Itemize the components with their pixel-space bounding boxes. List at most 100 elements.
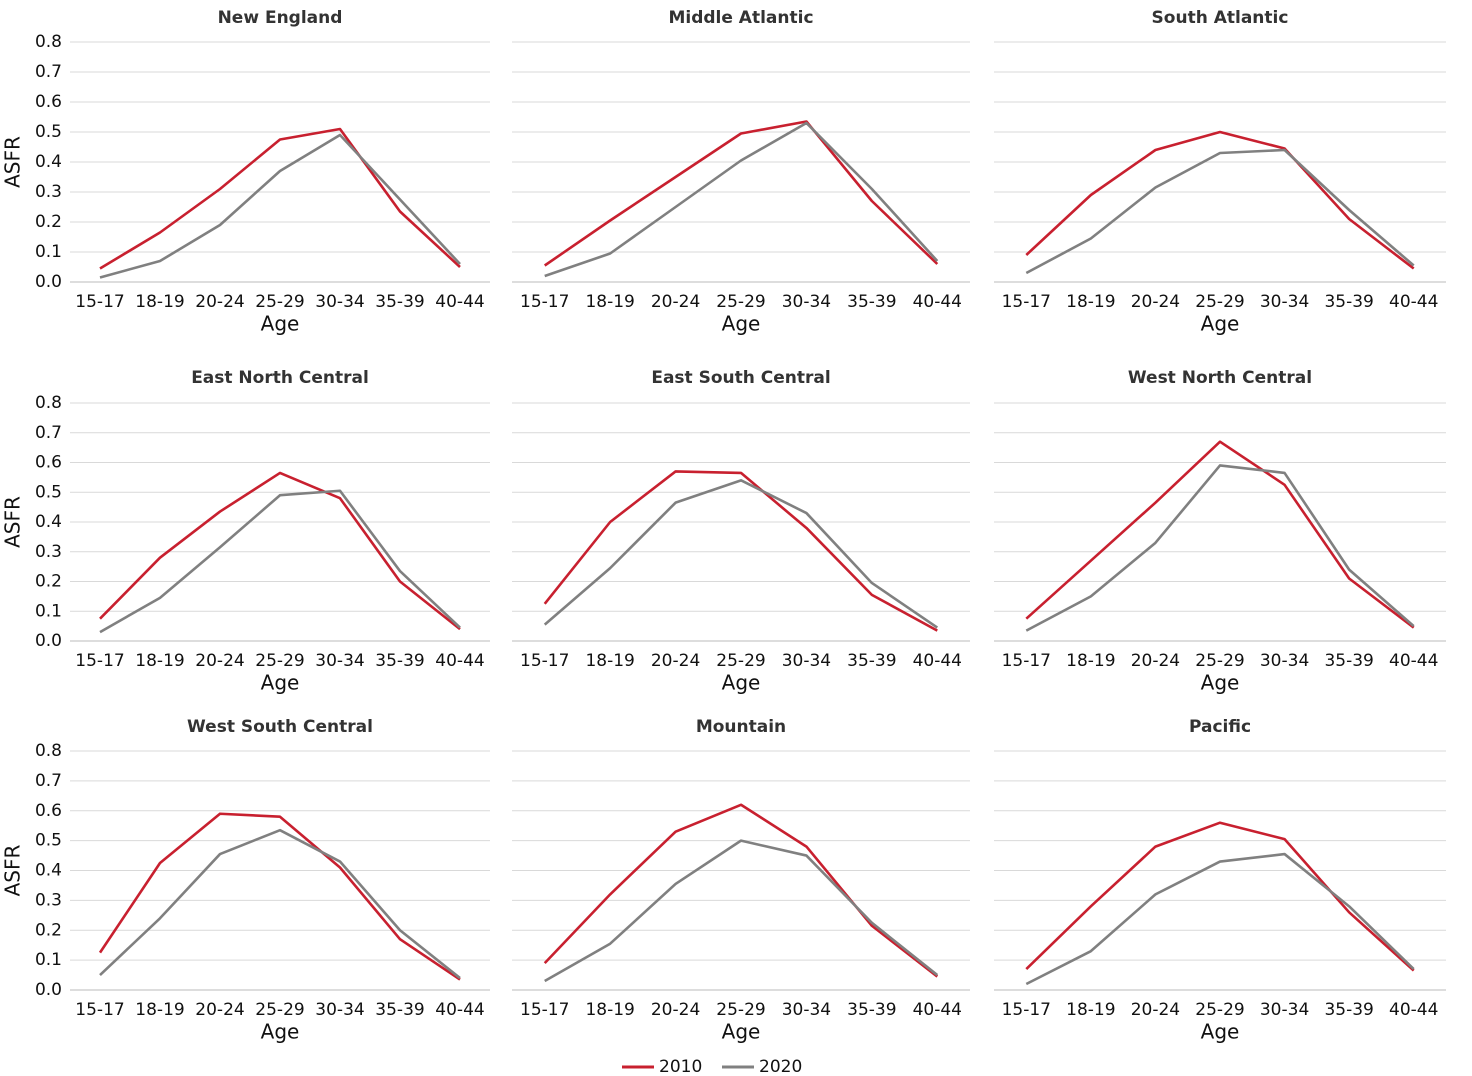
x-tick-label: 25-29 xyxy=(716,292,765,312)
x-tick-label: 35-39 xyxy=(375,292,424,312)
x-tick-label: 30-34 xyxy=(315,651,364,671)
y-tick-label: 0.6 xyxy=(35,92,62,112)
series-line xyxy=(99,471,461,631)
series-line xyxy=(1025,464,1415,632)
y-tick-label: 0.4 xyxy=(35,152,62,172)
x-tick-label: 35-39 xyxy=(1324,1000,1373,1020)
x-axis-label: Age xyxy=(1201,671,1240,695)
chart-title: East South Central xyxy=(651,368,830,388)
x-tick-label: 35-39 xyxy=(375,651,424,671)
x-tick-label: 40-44 xyxy=(435,1000,484,1020)
series-line xyxy=(1025,148,1415,275)
x-tick-label: 30-34 xyxy=(1260,292,1309,312)
series-line xyxy=(99,828,461,980)
x-tick-label: 20-24 xyxy=(651,651,700,671)
x-tick-label: 15-17 xyxy=(520,1000,569,1020)
x-tick-label: 25-29 xyxy=(1195,1000,1244,1020)
series-line xyxy=(544,121,939,278)
y-tick-label: 0.0 xyxy=(35,980,62,1000)
y-tick-label: 0.6 xyxy=(35,801,62,821)
y-tick-label: 0.1 xyxy=(35,242,62,262)
x-tick-label: 30-34 xyxy=(1260,1000,1309,1020)
x-tick-label: 18-19 xyxy=(135,292,184,312)
x-axis-label: Age xyxy=(261,312,300,336)
x-tick-label: 30-34 xyxy=(782,651,831,671)
x-tick-label: 40-44 xyxy=(913,651,962,671)
x-tick-label: 40-44 xyxy=(913,1000,962,1020)
chart-title: South Atlantic xyxy=(1152,8,1289,28)
series-line xyxy=(543,470,938,632)
y-tick-label: 0.7 xyxy=(35,771,62,791)
series-line xyxy=(543,479,939,629)
series-line xyxy=(543,120,939,267)
series-line xyxy=(1025,821,1415,972)
y-axis-label: ASFR xyxy=(1,496,25,548)
x-tick-label: 25-29 xyxy=(716,1000,765,1020)
chart-title: Pacific xyxy=(1189,717,1251,737)
x-axis-label: Age xyxy=(722,1020,761,1044)
x-tick-label: 15-17 xyxy=(520,292,569,312)
series-line xyxy=(543,803,939,978)
x-tick-label: 18-19 xyxy=(585,651,634,671)
y-tick-label: 0.8 xyxy=(35,32,62,52)
x-tick-label: 18-19 xyxy=(1066,1000,1115,1020)
y-tick-label: 0.4 xyxy=(35,861,62,881)
x-tick-label: 35-39 xyxy=(1324,651,1373,671)
x-axis-label: Age xyxy=(261,671,300,695)
x-tick-label: 20-24 xyxy=(1131,292,1180,312)
y-axis-label: ASFR xyxy=(1,136,25,188)
y-tick-label: 0.1 xyxy=(35,950,62,970)
y-tick-label: 0.5 xyxy=(35,122,62,142)
y-tick-label: 0.2 xyxy=(35,212,62,232)
y-tick-label: 0.6 xyxy=(35,453,62,473)
x-tick-label: 25-29 xyxy=(1195,292,1244,312)
x-tick-label: 40-44 xyxy=(1389,651,1438,671)
y-tick-label: 0.5 xyxy=(35,831,62,851)
x-tick-label: 18-19 xyxy=(585,292,634,312)
x-tick-label: 30-34 xyxy=(1260,651,1309,671)
y-tick-label: 0.4 xyxy=(35,512,62,532)
y-tick-label: 0.7 xyxy=(35,423,62,443)
x-tick-label: 35-39 xyxy=(1324,292,1373,312)
x-tick-label: 40-44 xyxy=(1389,1000,1438,1020)
x-tick-label: 25-29 xyxy=(255,1000,304,1020)
series-line xyxy=(99,489,461,634)
x-tick-label: 18-19 xyxy=(1066,651,1115,671)
y-tick-label: 0.7 xyxy=(35,62,62,82)
x-tick-label: 40-44 xyxy=(435,292,484,312)
x-tick-label: 18-19 xyxy=(585,1000,634,1020)
x-tick-label: 35-39 xyxy=(375,1000,424,1020)
x-axis-label: Age xyxy=(261,1020,300,1044)
y-tick-label: 0.3 xyxy=(35,182,62,202)
x-tick-label: 35-39 xyxy=(847,292,896,312)
chart-title: Middle Atlantic xyxy=(668,8,813,28)
x-tick-label: 30-34 xyxy=(315,1000,364,1020)
x-tick-label: 20-24 xyxy=(1131,651,1180,671)
x-axis-label: Age xyxy=(1201,312,1240,336)
x-tick-label: 40-44 xyxy=(1389,292,1438,312)
x-axis-label: Age xyxy=(722,671,761,695)
series-line xyxy=(99,127,461,270)
chart-title: West South Central xyxy=(187,717,373,737)
x-tick-label: 18-19 xyxy=(135,1000,184,1020)
chart-title: Mountain xyxy=(696,717,786,737)
series-line xyxy=(544,839,939,983)
x-tick-label: 18-19 xyxy=(135,651,184,671)
x-tick-label: 35-39 xyxy=(847,1000,896,1020)
x-tick-label: 15-17 xyxy=(1002,651,1051,671)
y-tick-label: 0.0 xyxy=(35,631,62,651)
x-tick-label: 15-17 xyxy=(1002,1000,1051,1020)
y-tick-label: 0.1 xyxy=(35,601,62,621)
x-tick-label: 40-44 xyxy=(913,292,962,312)
series-line xyxy=(99,133,461,279)
x-tick-label: 35-39 xyxy=(847,651,896,671)
x-tick-label: 18-19 xyxy=(1066,292,1115,312)
legend-label: 2020 xyxy=(759,1057,802,1076)
x-tick-label: 20-24 xyxy=(651,292,700,312)
x-tick-label: 15-17 xyxy=(75,651,124,671)
x-tick-label: 15-17 xyxy=(75,1000,124,1020)
x-tick-label: 15-17 xyxy=(1002,292,1051,312)
x-tick-label: 15-17 xyxy=(520,651,569,671)
x-tick-label: 15-17 xyxy=(75,292,124,312)
